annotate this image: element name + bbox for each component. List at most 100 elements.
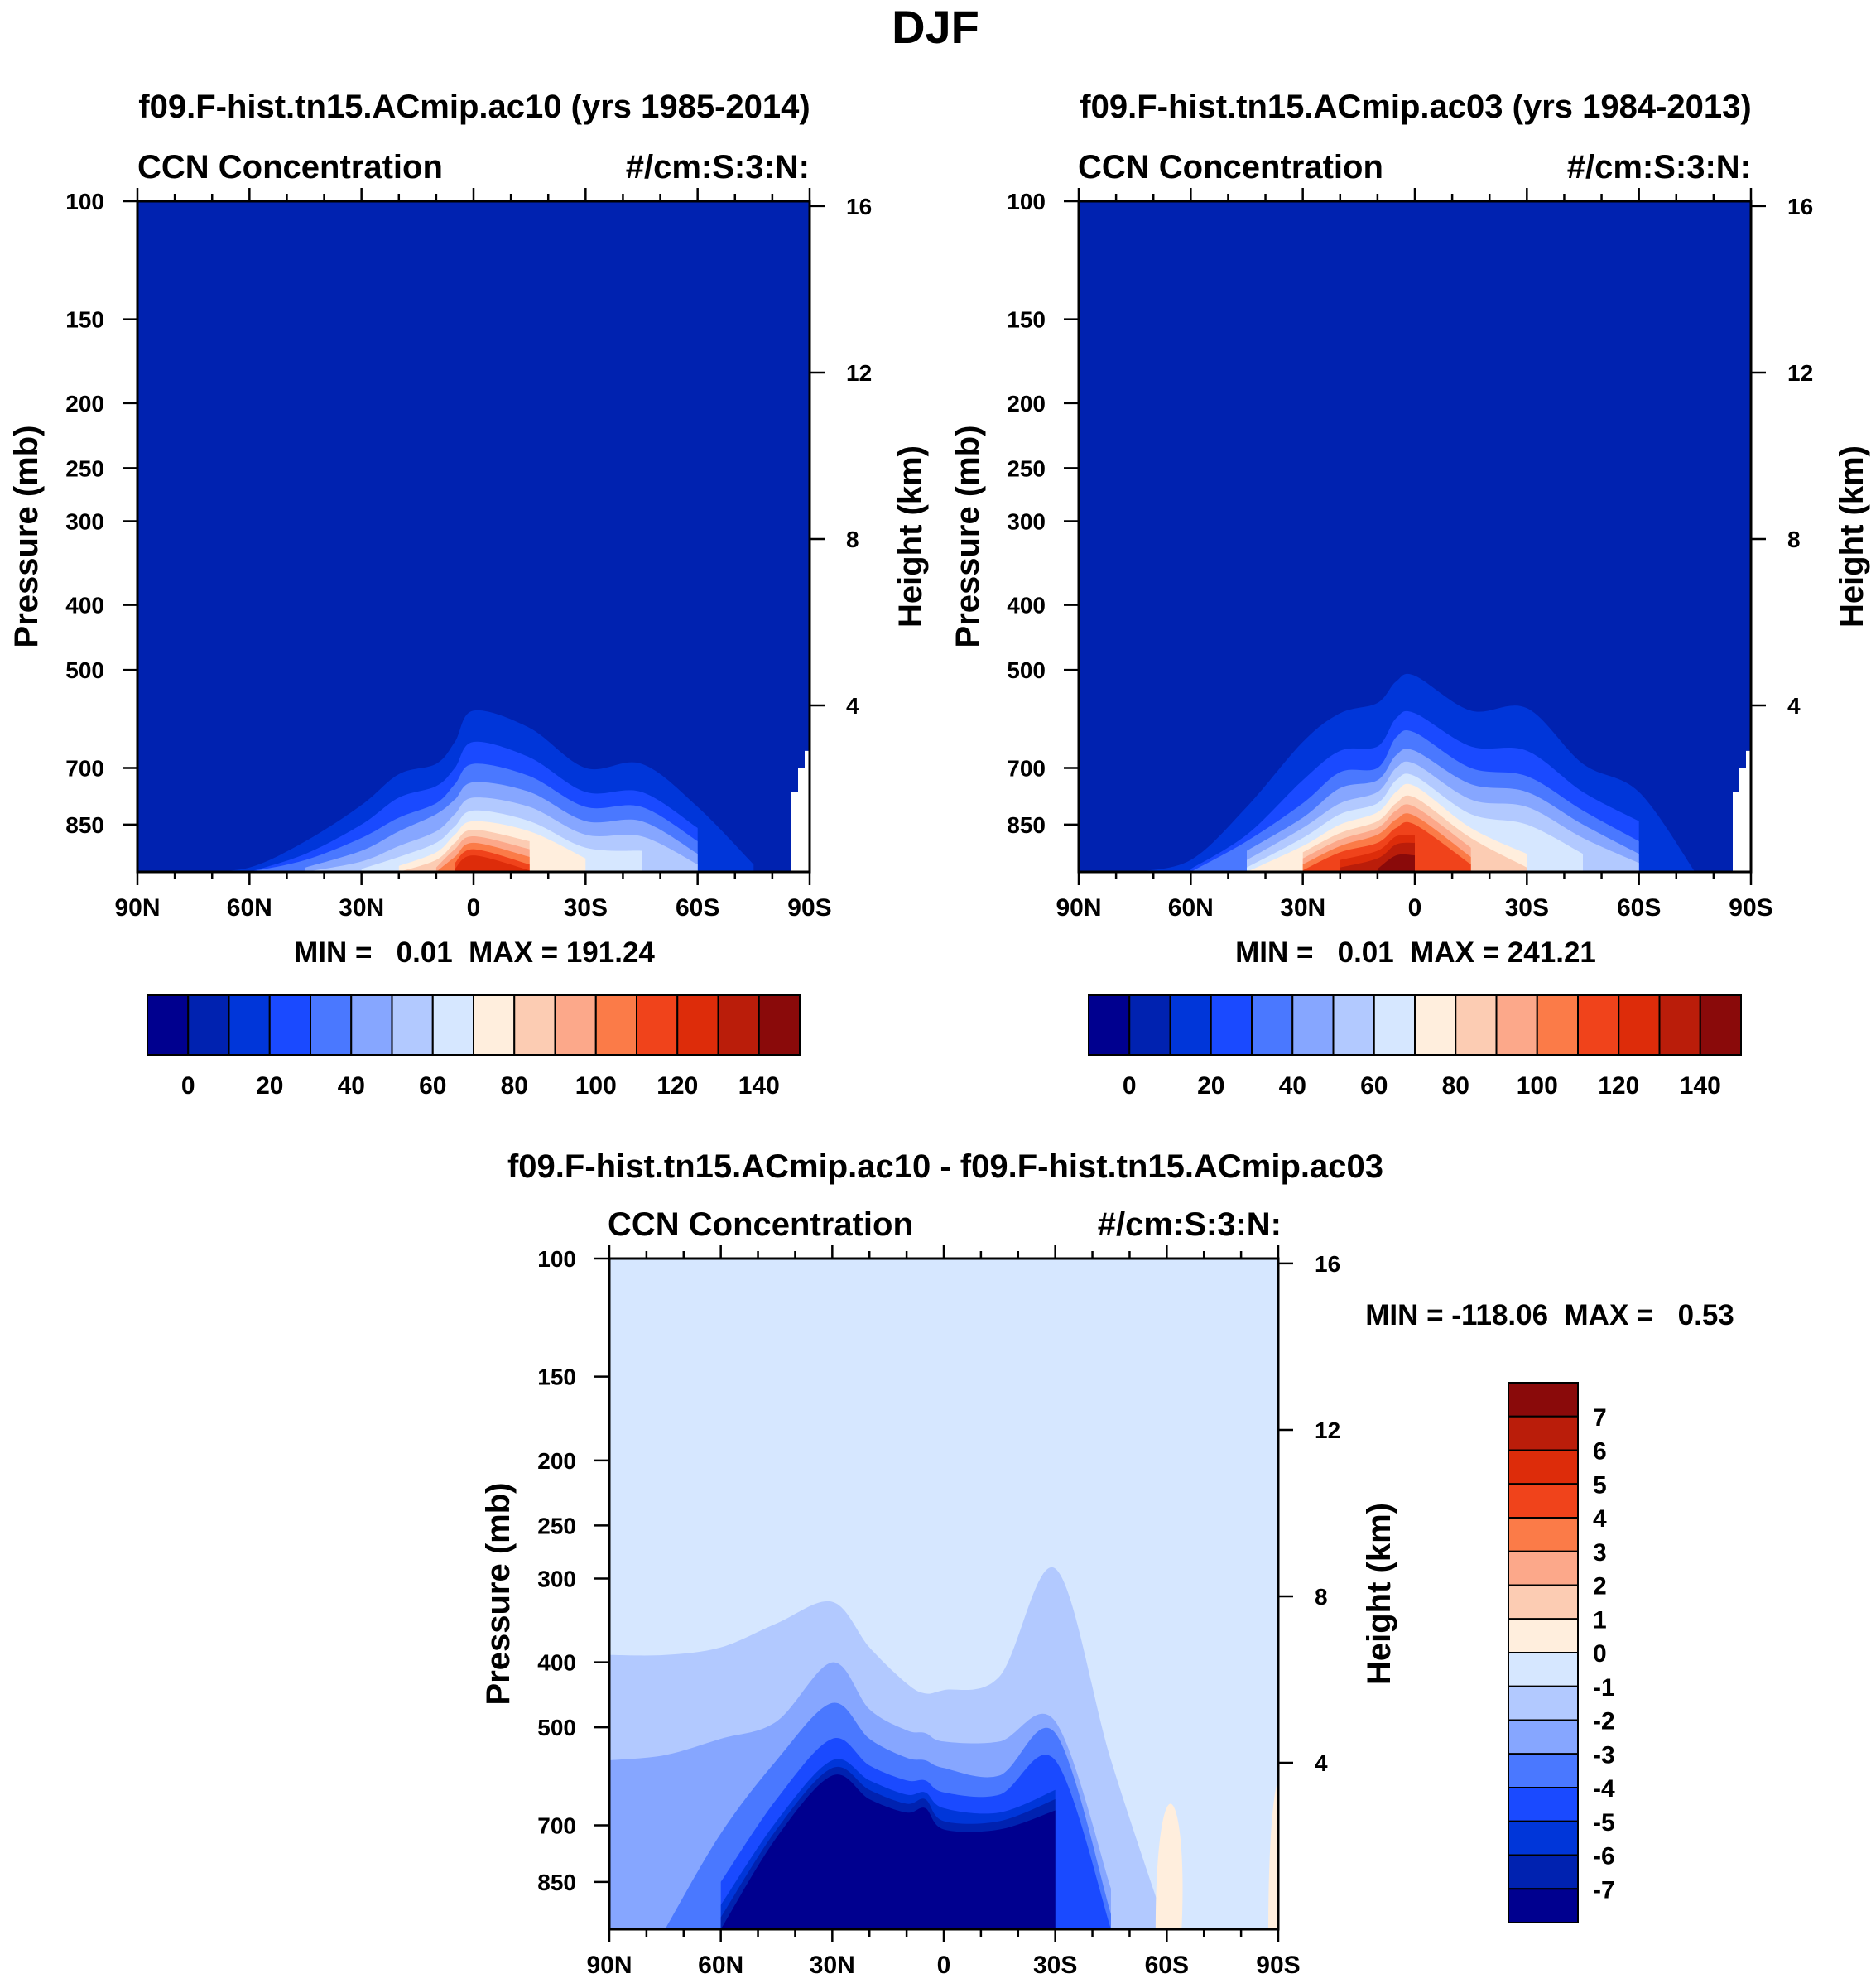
panel-title: f09.F-hist.tn15.ACmip.ac10 - f09.F-hist.… (507, 1148, 1383, 1185)
colorbar-label: -5 (1593, 1809, 1615, 1836)
colorbar-swatch (1508, 1449, 1579, 1485)
colorbar-swatch (1128, 994, 1171, 1056)
height-tick-label: 8 (1787, 527, 1801, 552)
colorbar-swatch (636, 994, 679, 1056)
colorbar-swatch (1508, 1888, 1579, 1923)
stats-text: MIN = 0.01 MAX = 191.24 (294, 936, 655, 969)
contour-plot: 90N 60N 30N 0 30S 60S 90S 100 150 200 250 300 400 500… (480, 1245, 1397, 1979)
colorbar-label: 60 (419, 1072, 446, 1100)
colorbar-swatch (554, 994, 597, 1056)
colorbar-label: -6 (1593, 1843, 1615, 1870)
x-tick-label: 30S (1505, 894, 1549, 922)
colorbar-label: 20 (1197, 1072, 1224, 1100)
y-tick-label: 300 (1007, 508, 1046, 534)
colorbar-swatch (1291, 994, 1335, 1056)
panel-title: f09.F-hist.tn15.ACmip.ac03 (yrs 1984-201… (1080, 89, 1751, 125)
y-tick-label: 700 (537, 1813, 576, 1839)
left-label: CCN Concentration (608, 1206, 913, 1243)
left-label: CCN Concentration (1078, 149, 1383, 185)
colorbar-swatch (1508, 1415, 1579, 1451)
colorbar-swatch (513, 994, 556, 1056)
x-tick-label: 60N (698, 1952, 743, 1979)
filled-contours (193, 710, 810, 872)
y-axis-right-label: Height (km) (892, 445, 929, 628)
colorbar-swatch (676, 994, 719, 1056)
y-tick-label: 100 (537, 1246, 576, 1272)
y-axis-label: Pressure (mb) (950, 426, 986, 648)
height-tick-label: 16 (846, 194, 872, 219)
colorbar-label: 5 (1593, 1471, 1607, 1499)
y-tick-label: 700 (1007, 756, 1046, 782)
colorbar-swatch (310, 994, 353, 1056)
height-tick-label: 16 (1315, 1251, 1340, 1277)
colorbar-label: 2 (1593, 1573, 1607, 1601)
colorbar-swatch (1169, 994, 1212, 1056)
contour-plot: 90N 60N 30N 0 30S 60S 90S 100 150 200 250 300 400 500… (8, 188, 929, 922)
height-tick-label: 4 (1787, 693, 1801, 719)
positive-region (1268, 1780, 1278, 1929)
y-tick-label: 500 (1007, 657, 1046, 683)
x-tick-label: 60S (676, 894, 719, 922)
y-tick-label: 200 (1007, 391, 1046, 416)
y-tick-label: 500 (537, 1715, 576, 1740)
colorbar-swatch (1508, 1719, 1579, 1755)
x-tick-label: 30N (339, 894, 384, 922)
y-tick-label: 500 (65, 657, 104, 683)
colorbar-label: -3 (1593, 1741, 1615, 1769)
colorbar-label: 120 (657, 1072, 698, 1100)
colorbar-label: 120 (1598, 1072, 1639, 1100)
x-tick-label: 30S (564, 894, 608, 922)
stats-text: MIN = 0.01 MAX = 241.21 (1235, 936, 1596, 969)
colorbar-label: -1 (1593, 1674, 1615, 1702)
filled-contours (1134, 673, 1751, 872)
filled-contours (609, 1567, 1278, 1929)
colorbar-swatch (1508, 1618, 1579, 1653)
y-tick-label: 400 (537, 1650, 576, 1676)
y-tick-label: 850 (537, 1870, 576, 1895)
colorbar-label: 80 (1442, 1072, 1469, 1100)
x-tick-label: 0 (467, 894, 481, 922)
y-tick-label: 100 (1007, 189, 1046, 214)
positive-region (1155, 1803, 1183, 1929)
colorbar-label: 100 (1517, 1072, 1558, 1100)
colorbar-swatch (1508, 1483, 1579, 1519)
y-tick-label: 200 (65, 391, 104, 416)
y-axis-right-label: Height (km) (1834, 445, 1870, 628)
missing-data-region (791, 750, 810, 872)
colorbar-swatch (1508, 1517, 1579, 1552)
colorbar-label: -4 (1593, 1775, 1615, 1803)
colorbar-swatch (1508, 1787, 1579, 1822)
colorbar-swatch (1508, 1652, 1579, 1687)
panel-top-right: f09.F-hist.tn15.ACmip.ac03 (yrs 1984-201… (950, 89, 1870, 1100)
height-tick-label: 12 (1787, 360, 1813, 386)
colorbar-swatch (1373, 994, 1416, 1056)
panel-title: f09.F-hist.tn15.ACmip.ac10 (yrs 1985-201… (138, 89, 810, 125)
colorbar-label: 140 (1680, 1072, 1721, 1100)
y-tick-label: 150 (65, 307, 104, 333)
colorbar-label: -7 (1593, 1876, 1615, 1904)
colorbar: 0 20 40 60 80 100 120 140 (147, 994, 801, 1100)
panel-top-left: f09.F-hist.tn15.ACmip.ac10 (yrs 1985-201… (8, 89, 929, 1100)
height-tick-label: 4 (846, 693, 859, 719)
colorbar-swatch (187, 994, 230, 1056)
y-tick-label: 700 (65, 756, 104, 782)
contour-plot: 90N 60N 30N 0 30S 60S 90S 100 150 200 250 300 400 500… (950, 188, 1870, 922)
height-tick-label: 12 (1315, 1418, 1340, 1443)
colorbar-swatch (1508, 1854, 1579, 1890)
colorbar: 7 6 5 4 3 2 1 0 -1 -2 -3 -4 -5 -6 -7 (1508, 1382, 1615, 1923)
colorbar-swatch (431, 994, 474, 1056)
colorbar-swatch (1536, 994, 1579, 1056)
stats-text: MIN = -118.06 MAX = 0.53 (1365, 1299, 1734, 1331)
height-tick-label: 4 (1315, 1750, 1328, 1776)
colorbar-label: 140 (738, 1072, 780, 1100)
y-tick-label: 850 (65, 812, 104, 838)
colorbar-swatch (147, 994, 190, 1056)
y-tick-label: 100 (65, 189, 104, 214)
colorbar-swatch (268, 994, 311, 1056)
colorbar-swatch (1658, 994, 1701, 1056)
colorbar-swatch (594, 994, 637, 1056)
y-tick-label: 850 (1007, 812, 1046, 838)
colorbar: 0 20 40 60 80 100 120 140 (1088, 994, 1742, 1100)
contour-band (1377, 854, 1415, 872)
y-tick-label: 250 (1007, 455, 1046, 481)
